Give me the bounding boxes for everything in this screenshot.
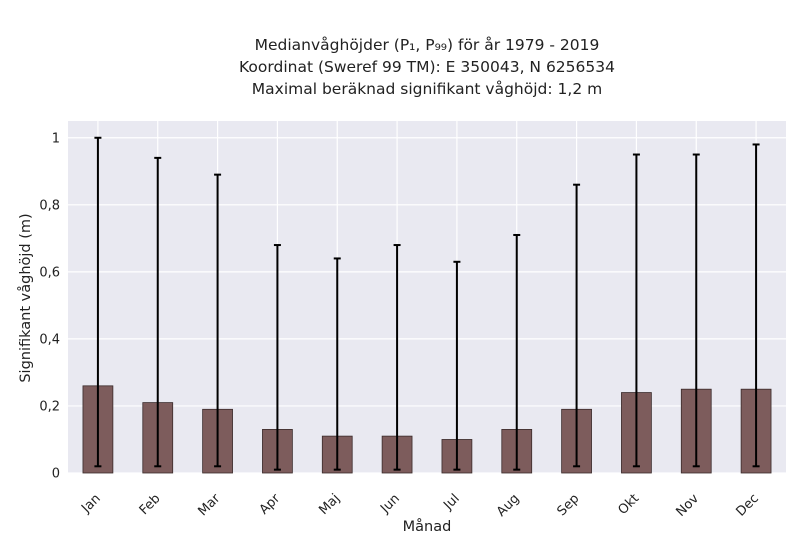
x-tick-label: Aug — [494, 491, 523, 520]
x-tick-label: Maj — [316, 491, 343, 518]
y-tick-label: 0,8 — [39, 198, 60, 213]
y-axis-label: Signifikant våghöjd (m) — [17, 213, 34, 382]
x-tick-label: Feb — [137, 491, 164, 518]
x-tick-label: Jun — [377, 491, 403, 517]
x-tick-label: Sep — [554, 491, 582, 519]
y-tick-label: 1 — [52, 131, 60, 146]
y-tick-label: 0,2 — [39, 399, 60, 414]
x-tick-label: Mar — [195, 491, 223, 519]
chart-title-line-2: Koordinat (Sweref 99 TM): E 350043, N 62… — [239, 58, 615, 76]
x-tick-label: Okt — [615, 491, 642, 518]
y-tick-label: 0,4 — [39, 332, 60, 347]
x-tick-label: Jul — [440, 491, 462, 513]
x-tick-label: Apr — [257, 491, 284, 518]
plot-area — [68, 121, 786, 473]
y-tick-label: 0 — [52, 467, 60, 482]
y-tick-label: 0,6 — [39, 265, 60, 280]
x-tick-label: Jan — [78, 491, 103, 516]
x-axis-label: Månad — [403, 518, 452, 535]
x-tick-label: Dec — [734, 491, 762, 519]
chart-title-line-1: Medianvåghöjder (P₁, P₉₉) för år 1979 - … — [254, 36, 600, 54]
chart-title: Medianvåghöjder (P₁, P₉₉) för år 1979 - … — [68, 34, 786, 100]
chart-title-line-3: Maximal beräknad signifikant våghöjd: 1,… — [251, 80, 603, 98]
x-tick-label: Nov — [674, 491, 703, 520]
